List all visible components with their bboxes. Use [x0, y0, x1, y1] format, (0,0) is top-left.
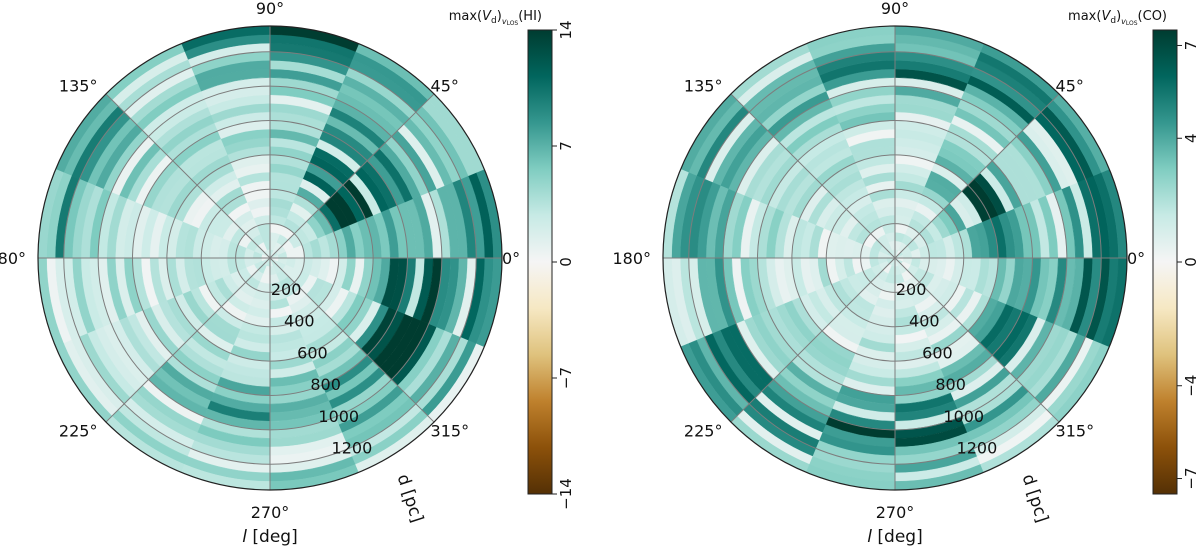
- theta-tick-label: 0°: [502, 249, 520, 268]
- theta-tick-label: 45°: [431, 76, 459, 95]
- r-tick-label: 200: [271, 280, 302, 299]
- r-tick-label: 800: [935, 375, 966, 394]
- angular-gridline: [894, 257, 1060, 423]
- colorbar-title: max(Vd)vLOS(HI): [449, 9, 542, 27]
- colorbar-tick-label: 0: [1182, 257, 1200, 267]
- polar-panel-co: 0° 45° 90° 135° 180° 225° 270° 315° 200 400 600 800…: [612, 0, 1200, 547]
- theta-tick-label: 135°: [684, 76, 723, 95]
- colorbar: [527, 29, 553, 495]
- x-axis-label: l [deg]: [867, 527, 922, 546]
- theta-tick-label: 135°: [59, 76, 98, 95]
- theta-tick-label: 90°: [256, 0, 284, 18]
- colorbar-tick-label: −14: [557, 478, 575, 510]
- r-tick-label: 200: [896, 280, 927, 299]
- theta-tick-label: 180°: [0, 249, 26, 268]
- theta-tick-label: 0°: [1127, 249, 1145, 268]
- colorbar-tick-label: 0: [557, 257, 575, 267]
- r-tick-label: 1200: [957, 439, 998, 458]
- theta-tick-label: 90°: [881, 0, 909, 18]
- colorbar-tick-label: −7: [1182, 467, 1200, 489]
- colorbar-tick-label: 7: [1182, 41, 1200, 51]
- r-tick-label: 1200: [332, 439, 373, 458]
- colorbar-title: max(Vd)vLOS(CO): [1068, 9, 1167, 27]
- x-axis-label: l [deg]: [242, 527, 297, 546]
- colorbar: [1152, 29, 1178, 495]
- angular-gridline: [730, 93, 896, 259]
- colorbar-tick-label: 7: [557, 141, 575, 151]
- polar-frame: [662, 25, 1128, 491]
- theta-tick-label: 270°: [876, 503, 915, 522]
- theta-tick-label: 315°: [431, 422, 470, 441]
- r-tick-label: 1000: [318, 407, 359, 426]
- angular-gridline: [269, 257, 435, 423]
- theta-tick-label: 180°: [612, 249, 651, 268]
- theta-tick-label: 225°: [684, 422, 723, 441]
- polar-panel-hi: 0° 45° 90° 135° 180° 225° 270° 315° 200 400 600 800…: [0, 0, 575, 547]
- colorbar-tick-label: 4: [1182, 133, 1200, 143]
- theta-tick-label: 270°: [251, 503, 290, 522]
- angular-gridline: [105, 257, 271, 423]
- r-tick-label: 400: [909, 312, 940, 331]
- colorbar-tick-label: −7: [557, 367, 575, 389]
- colorbar-tick-label: 14: [557, 20, 575, 39]
- r-tick-label: 800: [310, 375, 341, 394]
- angular-gridline: [894, 93, 1060, 259]
- angular-gridline: [269, 93, 435, 259]
- r-tick-label: 600: [922, 343, 953, 362]
- theta-tick-label: 45°: [1056, 76, 1084, 95]
- r-tick-label: 400: [284, 312, 315, 331]
- angular-gridline: [730, 257, 896, 423]
- r-axis-label: d [pc]: [1018, 472, 1052, 525]
- theta-tick-label: 315°: [1056, 422, 1095, 441]
- theta-tick-label: 225°: [59, 422, 98, 441]
- r-tick-label: 1000: [943, 407, 984, 426]
- r-axis-label: d [pc]: [393, 472, 427, 525]
- colorbar-tick-label: −4: [1182, 375, 1200, 397]
- polar-frame: [37, 25, 503, 491]
- r-tick-label: 600: [297, 343, 328, 362]
- angular-gridline: [105, 93, 271, 259]
- heatmap-cells: [38, 26, 502, 490]
